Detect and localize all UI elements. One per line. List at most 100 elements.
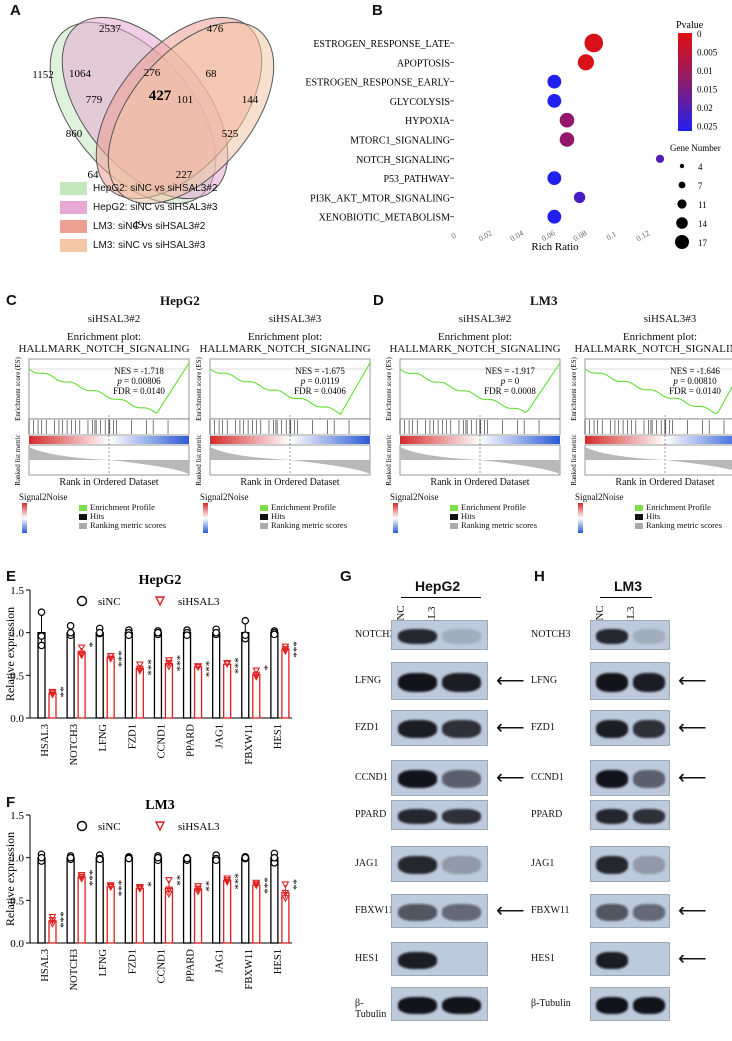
legend-label-sinc: siNC xyxy=(98,821,121,833)
gsea-title-2: HALLMARK_NOTCH_SIGNALING xyxy=(389,343,561,355)
pvalue-tick: 0.02 xyxy=(697,103,713,113)
size-legend-dot xyxy=(675,235,689,249)
enrichment-profile-line xyxy=(209,362,371,415)
bar-sinc xyxy=(241,857,250,944)
pathway-label: PI3K_AKT_MTOR_SIGNALING xyxy=(310,193,450,204)
panel-label-g: G xyxy=(340,568,352,585)
arrow-indicator: ⟵ xyxy=(678,670,707,692)
size-legend-dot xyxy=(676,217,688,229)
blot-band xyxy=(442,903,482,921)
pathway-label: MTORC1_SIGNALING xyxy=(350,136,450,147)
point-sinc xyxy=(66,853,75,862)
blot-band xyxy=(397,672,437,692)
point-sinc xyxy=(154,628,162,637)
significance-stars: *** xyxy=(112,880,124,897)
es-axis-label: Enrichment score (ES) xyxy=(195,357,203,421)
gsea-legend-swatch xyxy=(260,505,268,511)
significance-stars: * xyxy=(83,642,95,648)
size-legend-label: 17 xyxy=(698,238,708,248)
blot-band-row xyxy=(391,942,488,976)
panel-label-d: D xyxy=(373,292,384,309)
venn-legend-item: HepG2: siNC vs siHSAL3#3 xyxy=(60,198,218,217)
point-sinc xyxy=(241,853,250,862)
ranking-metric-area xyxy=(400,447,560,474)
category-label: JAG1 xyxy=(215,724,226,749)
nes-value: NES = -1.646 xyxy=(670,366,720,376)
significance-stars: *** xyxy=(229,873,241,890)
point-sihsal3 xyxy=(106,653,115,661)
point-sihsal3 xyxy=(223,878,232,887)
point-sihsal3 xyxy=(252,671,261,679)
bar-sihsal3 xyxy=(135,887,144,944)
gsea-legend-label: Enrichment Profile xyxy=(461,502,526,512)
venn-legend-item: LM3: siNC vs siHSAL3#2 xyxy=(60,217,218,236)
category-label: HES1 xyxy=(273,949,284,974)
blot-band xyxy=(397,903,437,921)
blot-title-underline xyxy=(401,597,481,598)
blot-band xyxy=(442,856,482,874)
blot-band xyxy=(595,856,628,874)
legend-marker-sinc xyxy=(76,595,88,607)
signal-colorbar xyxy=(203,503,208,533)
point-sihsal3 xyxy=(48,913,57,922)
significance-stars: ** xyxy=(287,879,299,890)
category-label: NOTCH3 xyxy=(69,724,80,765)
category-label: HSAL3 xyxy=(40,724,51,757)
fdr-value: FDR = 0.0140 xyxy=(113,386,165,396)
x-tick-label: 0.02 xyxy=(477,228,494,243)
category-label: LFNG xyxy=(98,724,109,752)
blot-band xyxy=(442,808,482,824)
bar-sinc xyxy=(182,857,192,944)
blot-band xyxy=(632,770,665,788)
protein-label: PPARD xyxy=(355,809,387,820)
blot-band-row xyxy=(391,620,488,650)
bar-y-tick: 0.0 xyxy=(10,713,24,725)
category-label: NOTCH3 xyxy=(69,949,80,990)
panel-label-a: A xyxy=(10,2,21,19)
point-sinc xyxy=(37,641,46,650)
panel-label-h: H xyxy=(534,568,545,585)
blot-band xyxy=(595,808,628,824)
protein-label: CCND1 xyxy=(355,772,388,783)
blot-title: LM3 xyxy=(614,578,642,594)
protein-label: NOTCH3 xyxy=(531,629,571,640)
protein-label: JAG1 xyxy=(355,858,379,869)
blot-band-row xyxy=(590,620,670,650)
bar-y-axis-title: Relative expression xyxy=(3,832,17,926)
point-sinc xyxy=(183,631,191,640)
blot-band xyxy=(595,672,628,692)
venn-count: 101 xyxy=(177,94,194,106)
bubble-point xyxy=(547,171,562,186)
gsea-legend-label: Enrichment Profile xyxy=(90,502,155,512)
legend-marker-sihsal3 xyxy=(154,596,166,607)
size-legend-dot xyxy=(678,181,686,189)
point-sihsal3 xyxy=(194,663,202,671)
arrow-indicator: ⟵ xyxy=(678,717,707,739)
blot-band xyxy=(595,903,628,921)
significance-stars: *** xyxy=(141,659,153,676)
point-sihsal3 xyxy=(77,644,86,652)
venn-count: 276 xyxy=(144,67,161,79)
p-value: p = 0.00806 xyxy=(116,376,161,386)
gsea-title-2: HALLMARK_NOTCH_SIGNALING xyxy=(574,343,732,355)
gsea-legend-swatch xyxy=(79,523,87,529)
signal-colorbar xyxy=(22,503,27,533)
gsea-legend-swatch xyxy=(450,505,458,511)
significance-stars: *** xyxy=(287,641,299,658)
legend-label-sihsal3: siHSAL3 xyxy=(178,596,220,608)
blot-band-row xyxy=(391,760,488,796)
point-sinc xyxy=(183,854,191,863)
metric-axis-label: Ranked list metric xyxy=(570,434,578,485)
panel-label-c: C xyxy=(6,292,17,309)
gsea-sample-title: siHSAL3#2 xyxy=(87,313,141,325)
legend-label-sihsal3: siHSAL3 xyxy=(178,821,220,833)
bar-sinc xyxy=(212,632,221,719)
venn-count: 779 xyxy=(86,94,103,106)
protein-label: LFNG xyxy=(355,675,382,686)
nes-value: NES = -1.675 xyxy=(295,366,345,376)
point-sihsal3 xyxy=(252,673,261,681)
point-sihsal3 xyxy=(135,661,144,669)
point-sinc xyxy=(212,628,220,637)
protein-label: FZD1 xyxy=(531,722,555,733)
